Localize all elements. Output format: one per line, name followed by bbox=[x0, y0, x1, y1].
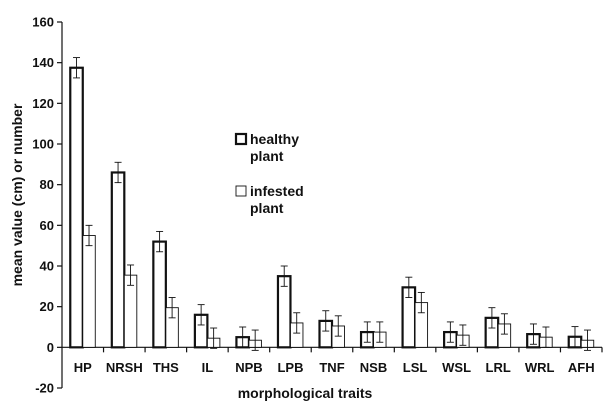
category-label: WSL bbox=[442, 360, 471, 375]
legend-label-healthy: healthy bbox=[250, 131, 299, 147]
y-tick-label: 60 bbox=[40, 218, 54, 233]
bar-healthy-hp bbox=[69, 66, 84, 349]
bar-infested-nrsh bbox=[123, 274, 138, 348]
y-tick-label: 40 bbox=[40, 259, 54, 274]
y-tick-label: -20 bbox=[35, 381, 54, 396]
bar-healthy-lpb bbox=[276, 275, 292, 349]
x-axis-title: morphological traits bbox=[238, 385, 373, 401]
y-tick-label: 100 bbox=[32, 137, 54, 152]
y-axis-title: mean value (cm) or number bbox=[9, 103, 25, 286]
category-label: THS bbox=[153, 360, 179, 375]
legend-label-infested: infested bbox=[250, 183, 304, 199]
category-label: LSL bbox=[403, 360, 428, 375]
category-label: TNF bbox=[319, 360, 344, 375]
category-label: NPB bbox=[235, 360, 262, 375]
category-label: HP bbox=[74, 360, 92, 375]
category-label: IL bbox=[202, 360, 214, 375]
y-tick-label: 80 bbox=[40, 177, 54, 192]
category-label: LRL bbox=[486, 360, 511, 375]
legend-swatch-infested bbox=[235, 185, 247, 197]
y-tick-label: 160 bbox=[32, 15, 54, 30]
category-label: AFH bbox=[568, 360, 595, 375]
plot-area: 160 140 120 100 80 60 40 20 0 -20 HP NRSH THS IL NPB LP… bbox=[32, 15, 603, 396]
bar-infested-hp bbox=[82, 235, 96, 348]
y-tick-label: 140 bbox=[32, 55, 54, 70]
y-tick-label: 20 bbox=[40, 299, 54, 314]
legend-label-infested: plant bbox=[250, 200, 284, 216]
category-label: LPB bbox=[277, 360, 303, 375]
category-label: NSB bbox=[360, 360, 387, 375]
y-tick-label: 0 bbox=[47, 340, 54, 355]
bar-healthy-ths bbox=[152, 240, 167, 349]
y-tick-label: 120 bbox=[32, 96, 54, 111]
category-label: NRSH bbox=[106, 360, 143, 375]
category-label: WRL bbox=[525, 360, 555, 375]
bar-healthy-nrsh bbox=[110, 171, 126, 349]
legend-swatch-healthy bbox=[234, 132, 248, 146]
legend-label-healthy: plant bbox=[250, 148, 284, 164]
